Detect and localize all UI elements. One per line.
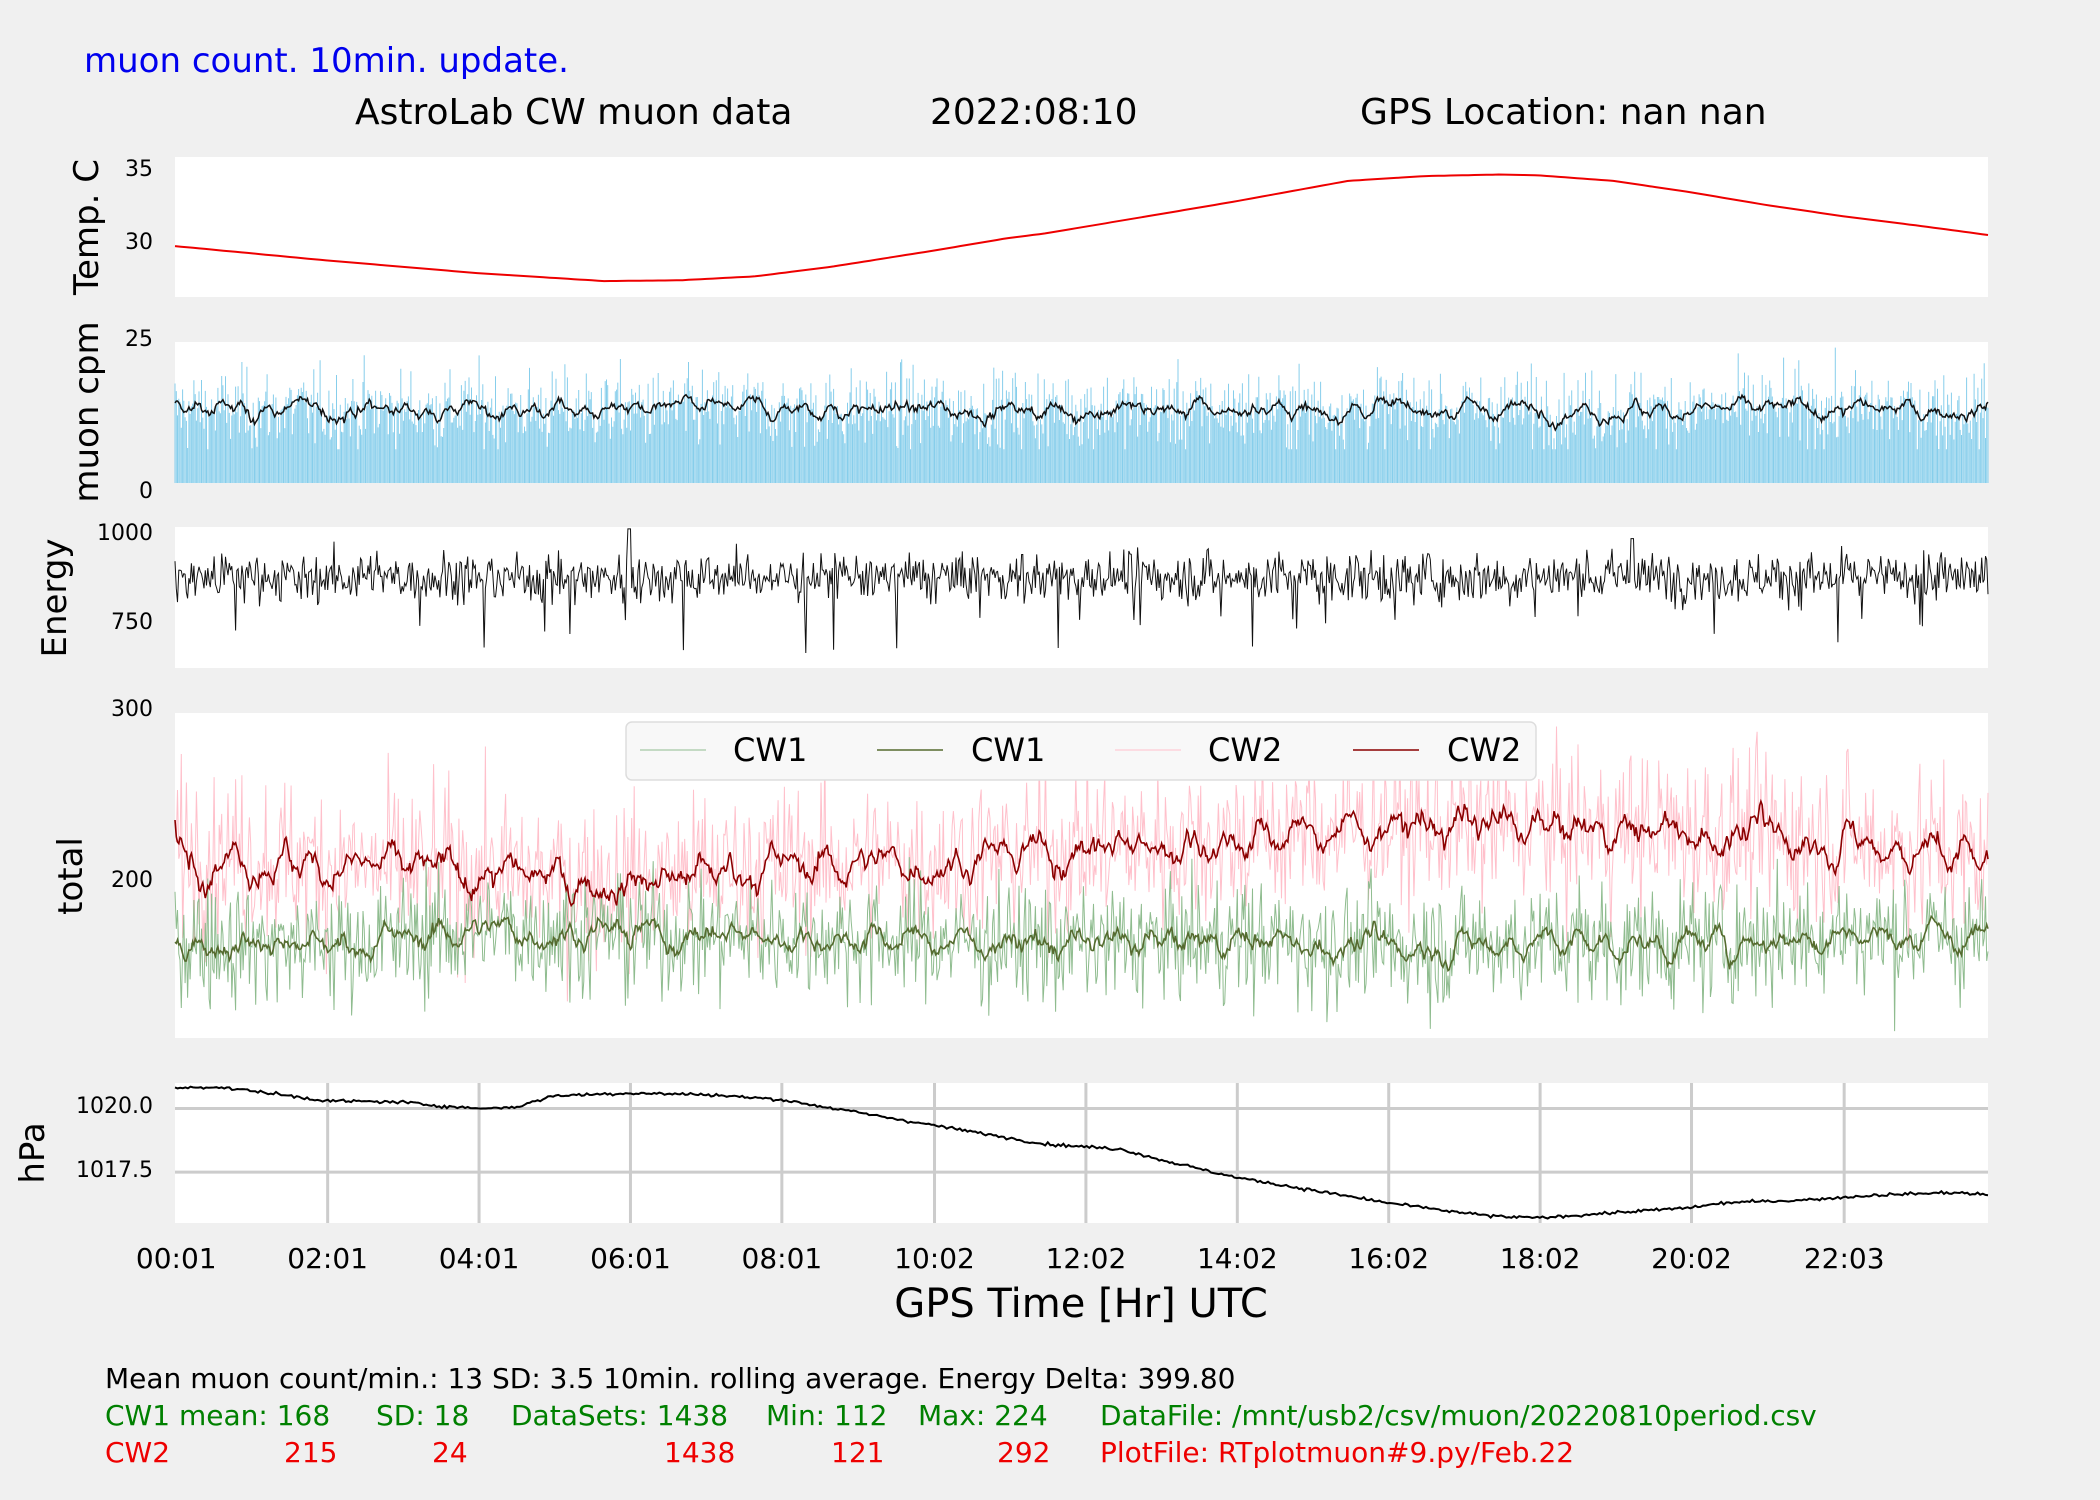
legend-label-cw2-avg: CW2 [1447,731,1521,769]
muon-cpm-tick-label: 25 [125,327,153,352]
x-tick-labels: 00:01 02:01 04:01 06:01 08:01 10:02 12:02 14:02… [136,1242,1885,1275]
muon-cpm-tick-label: 0 [139,479,153,504]
temperature-tick-label: 35 [125,157,153,182]
x-tick-label: 06:01 [590,1242,671,1275]
cw2-datasets: 1438 [664,1436,735,1469]
muon-rolling-average-line [174,393,1989,432]
x-tick-label: 02:01 [287,1242,368,1275]
plot-file: PlotFile: RTplotmuon#9.py/Feb.22 [1100,1436,1574,1469]
cw2-label: CW2 [105,1436,170,1469]
pressure-panel [175,1083,1988,1223]
energy-panel [175,527,1988,668]
legend-box [625,721,1537,781]
cw2-mean: 215 [284,1436,337,1469]
muon-cpm-bars [174,347,1989,483]
energy-tick-label: 1000 [97,521,153,546]
cw1-sd: SD: 18 [376,1399,469,1432]
stats-summary-line: Mean muon count/min.: 13 SD: 3.5 10min. … [105,1362,1235,1395]
x-axis-label: GPS Time [Hr] UTC [894,1281,1268,1327]
update-note: muon count. 10min. update. [84,41,569,81]
x-tick-label: 10:02 [894,1242,975,1275]
muon-cpm-bar-series [174,347,1989,483]
cw2-raw-line [174,726,1989,1002]
cw1-max: Max: 224 [918,1399,1048,1432]
gps-location: GPS Location: nan nan [1360,92,1767,133]
pressure-tick-label: 1017.5 [76,1158,153,1183]
total-axis-label: total [51,837,91,915]
data-file: DataFile: /mnt/usb2/csv/muon/20220810per… [1100,1399,1817,1432]
x-tick-label: 20:02 [1651,1242,1732,1275]
cw2-average-line [174,798,1989,908]
muon-cpm-axis-label: muon cpm [67,321,107,502]
temperature-axis-label: Temp. C [67,159,107,296]
temperature-line [174,173,1989,283]
energy-axis-label: Energy [35,538,75,657]
pressure-line [174,1085,1989,1220]
energy-tick-label: 750 [111,610,153,635]
cw2-max: 292 [997,1436,1050,1469]
total-tick-label: 300 [111,697,153,722]
legend-label-cw1-avg: CW1 [971,731,1045,769]
cw1-average-line [174,914,1989,973]
figure-date: 2022:08:10 [930,92,1138,133]
cw1-raw-line [174,857,1989,1032]
x-tick-label: 14:02 [1197,1242,1278,1275]
legend-label-cw1-raw: CW1 [733,731,807,769]
legend-label-cw2-raw: CW2 [1208,731,1282,769]
temperature-tick-label: 30 [125,230,153,255]
total-tick-label: 200 [111,868,153,893]
figure-title: AstroLab CW muon data [355,92,792,133]
cw1-datasets: DataSets: 1438 [511,1399,728,1432]
pressure-tick-label: 1020.0 [76,1094,153,1119]
cw1-min: Min: 112 [766,1399,887,1432]
x-tick-label: 00:01 [136,1242,217,1275]
energy-line [174,528,1989,654]
total-raw-traces [174,726,1989,1032]
x-tick-label: 18:02 [1500,1242,1581,1275]
x-tick-label: 08:01 [742,1242,823,1275]
pressure-axis-label: hPa [13,1122,53,1183]
muon-cpm-panel [175,342,1988,483]
cw2-sd: 24 [432,1436,468,1469]
x-tick-label: 04:01 [439,1242,520,1275]
cw2-min: 121 [831,1436,884,1469]
x-tick-label: 12:02 [1046,1242,1127,1275]
cw1-mean: CW1 mean: 168 [105,1399,330,1432]
total-legend: CW1 CW1 CW2 CW2 [625,721,1537,781]
x-tick-label: 16:02 [1348,1242,1429,1275]
x-tick-label: 22:03 [1804,1242,1885,1275]
